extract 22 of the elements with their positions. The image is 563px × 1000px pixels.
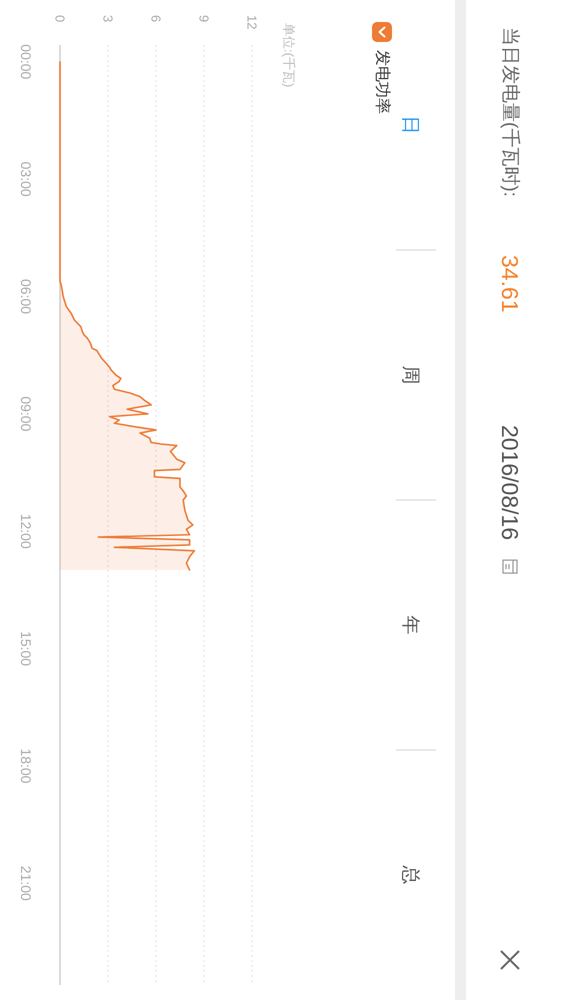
y-tick-label: 12:00 [18, 514, 34, 549]
y-tick-label: 00:00 [18, 44, 34, 80]
y-tick-label: 15:00 [18, 631, 34, 666]
x-tick-label: 12 [244, 15, 260, 30]
y-tick-label: 06:00 [18, 279, 34, 314]
text: 当日发电量(千瓦时): [500, 27, 520, 197]
text: 年 [400, 616, 420, 634]
text: 2016/08/16 [497, 425, 523, 540]
y-tick-label: 09:00 [18, 396, 34, 432]
text: 34.61 [497, 255, 523, 313]
y-tick-label: 03:00 [18, 162, 34, 197]
text: 周 [400, 366, 420, 384]
text: 日 [400, 116, 420, 134]
x-tick-label: 3 [100, 15, 116, 22]
x-tick-label: 6 [148, 15, 164, 22]
x-tick-label: 9 [196, 15, 212, 22]
text: 总 [400, 864, 420, 884]
x-tick-label: 0 [52, 15, 68, 22]
legend-label: 发电功率 [374, 50, 392, 114]
text: 单位:(千瓦) [282, 23, 296, 88]
y-tick-label: 18:00 [18, 748, 34, 784]
y-tick-label: 21:00 [18, 866, 34, 902]
